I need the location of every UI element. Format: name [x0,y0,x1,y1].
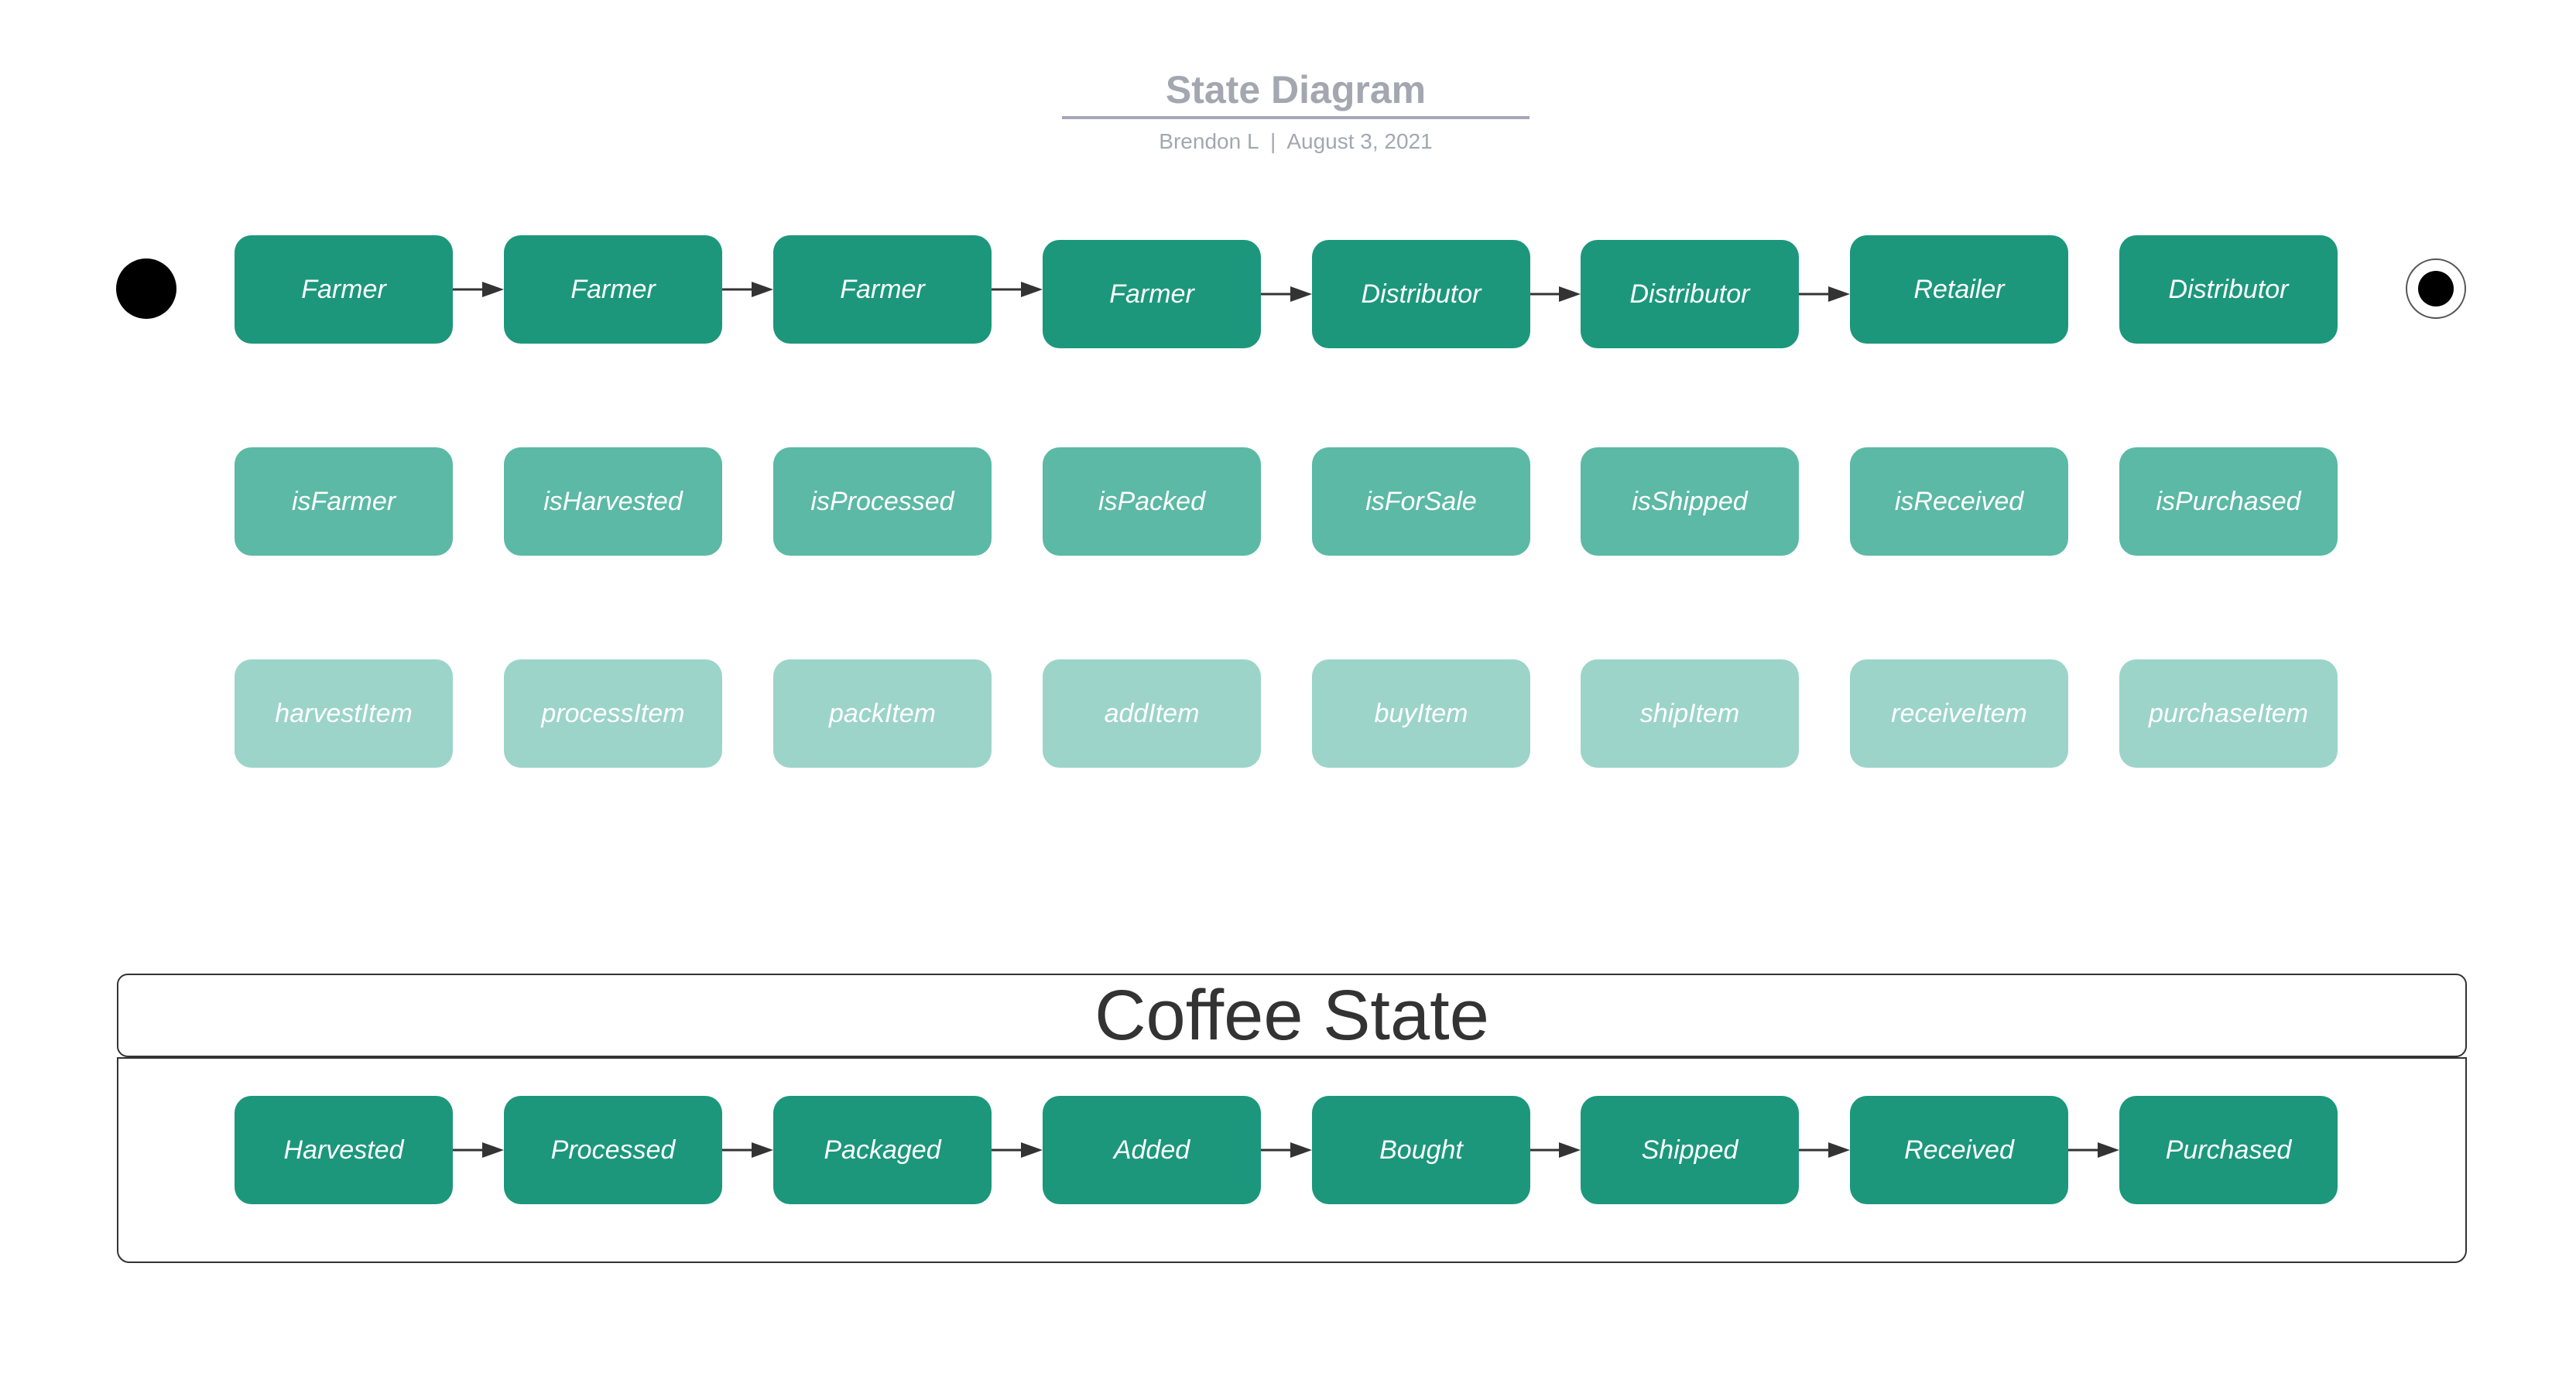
final-state-icon [2406,258,2466,319]
coffee-state-body-box [117,1057,2467,1263]
check-node: isProcessed [773,447,992,556]
coffee-state-node: Shipped [1581,1096,1799,1204]
coffee-state-node: Processed [504,1096,722,1204]
role-transition-arrow-head [1290,286,1312,302]
action-node: processItem [504,659,722,768]
coffee-transition-arrow-head [482,1142,504,1158]
action-node: buyItem [1312,659,1530,768]
coffee-transition-arrow-head [2098,1142,2119,1158]
coffee-state-node: Added [1043,1096,1261,1204]
coffee-transition-arrow-head [1021,1142,1043,1158]
role-node: Farmer [235,235,453,344]
initial-state-icon [116,258,176,319]
final-state-inner-dot [2418,271,2454,306]
coffee-state-title: Coffee State [1094,975,1489,1055]
coffee-state-node: Received [1850,1096,2068,1204]
coffee-state-node: Harvested [235,1096,453,1204]
role-node: Retailer [1850,235,2068,344]
action-node: shipItem [1581,659,1799,768]
page-subtitle: Brendon L | August 3, 2021 [1159,129,1433,153]
check-node: isPacked [1043,447,1261,556]
check-node: isPurchased [2119,447,2338,556]
coffee-state-node: Packaged [773,1096,992,1204]
coffee-state-header-box [117,974,2467,1057]
title-underline [1062,116,1530,119]
role-transition-arrow-head [482,282,504,297]
role-transition-arrow-head [752,282,773,297]
role-node: Distributor [1581,240,1799,348]
action-node: harvestItem [235,659,453,768]
check-node: isReceived [1850,447,2068,556]
check-node: isShipped [1581,447,1799,556]
action-node: addItem [1043,659,1261,768]
role-node: Farmer [1043,240,1261,348]
check-node: isForSale [1312,447,1530,556]
role-transition-arrow-head [1021,282,1043,297]
role-node: Farmer [504,235,722,344]
check-node: isHarvested [504,447,722,556]
coffee-transition-arrow-head [1559,1142,1581,1158]
action-node: receiveItem [1850,659,2068,768]
role-node: Farmer [773,235,992,344]
action-node: purchaseItem [2119,659,2338,768]
page-title: State Diagram [1165,68,1427,111]
role-transition-arrow-head [1828,286,1850,302]
coffee-transition-arrow-head [1828,1142,1850,1158]
check-node: isFarmer [235,447,453,556]
coffee-transition-arrow-head [1290,1142,1312,1158]
role-transition-arrow-head [1559,286,1581,302]
role-node: Distributor [2119,235,2338,344]
role-node: Distributor [1312,240,1530,348]
coffee-state-node: Bought [1312,1096,1530,1204]
coffee-state-node: Purchased [2119,1096,2338,1204]
coffee-transition-arrow-head [752,1142,773,1158]
action-node: packItem [773,659,992,768]
